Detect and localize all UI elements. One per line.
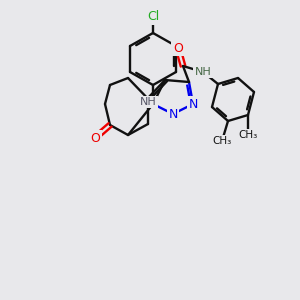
Text: O: O [90, 131, 100, 145]
Text: NH: NH [140, 97, 156, 107]
Text: N: N [188, 98, 198, 110]
Text: Cl: Cl [147, 11, 159, 23]
Text: O: O [173, 41, 183, 55]
Text: CH₃: CH₃ [212, 136, 232, 146]
Text: N: N [168, 107, 178, 121]
Text: NH: NH [195, 67, 212, 77]
Text: CH₃: CH₃ [238, 130, 258, 140]
